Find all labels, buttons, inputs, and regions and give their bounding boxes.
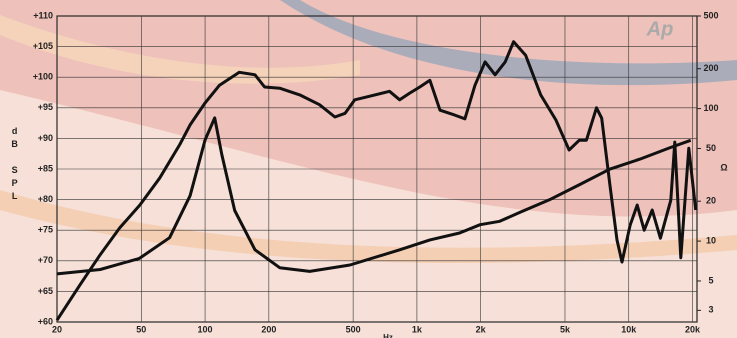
y2-tick-label: 3 xyxy=(708,305,713,315)
x-tick-label: 50 xyxy=(136,324,146,334)
y-tick-label: +90 xyxy=(38,133,53,143)
series-line xyxy=(55,40,698,322)
y2-tick-label: 50 xyxy=(706,143,716,153)
y2-tick-label: 10 xyxy=(706,235,716,245)
x-axis-label: Hz xyxy=(383,333,393,338)
y-tick-label: +100 xyxy=(33,72,53,82)
y-tick-label: +85 xyxy=(38,163,53,173)
y2-tick-label: 500 xyxy=(703,10,718,20)
y-tick-label: +95 xyxy=(38,102,53,112)
series-line xyxy=(56,116,692,276)
y2-tick-label: 5 xyxy=(708,275,713,285)
x-tick-label: 20 xyxy=(52,324,62,334)
x-tick-label: 100 xyxy=(198,324,213,334)
y-tick-label: +60 xyxy=(38,316,53,326)
y2-tick-label: 20 xyxy=(706,196,716,206)
logo: Ap xyxy=(646,18,674,40)
x-tick-label: 200 xyxy=(261,324,276,334)
y2-tick-label: 100 xyxy=(703,103,718,113)
x-tick-label: 500 xyxy=(346,324,361,334)
y-tick-label: +70 xyxy=(38,255,53,265)
x-tick-label: 2k xyxy=(476,324,487,334)
y-tick-label: +80 xyxy=(38,194,53,204)
x-tick-label: 1k xyxy=(412,324,423,334)
y-tick-label: +110 xyxy=(33,10,53,20)
y-tick-label: +75 xyxy=(38,225,53,235)
y-axis-label: dB SPL xyxy=(10,126,20,204)
y-tick-label: +105 xyxy=(33,41,53,51)
x-tick-label: 20k xyxy=(685,324,701,334)
x-tick-label: 10k xyxy=(621,324,637,334)
y2-axis-label: Ω xyxy=(720,162,727,172)
y-tick-label: +65 xyxy=(38,286,53,296)
x-tick-label: 5k xyxy=(560,324,571,334)
y2-tick-label: 200 xyxy=(703,63,718,73)
